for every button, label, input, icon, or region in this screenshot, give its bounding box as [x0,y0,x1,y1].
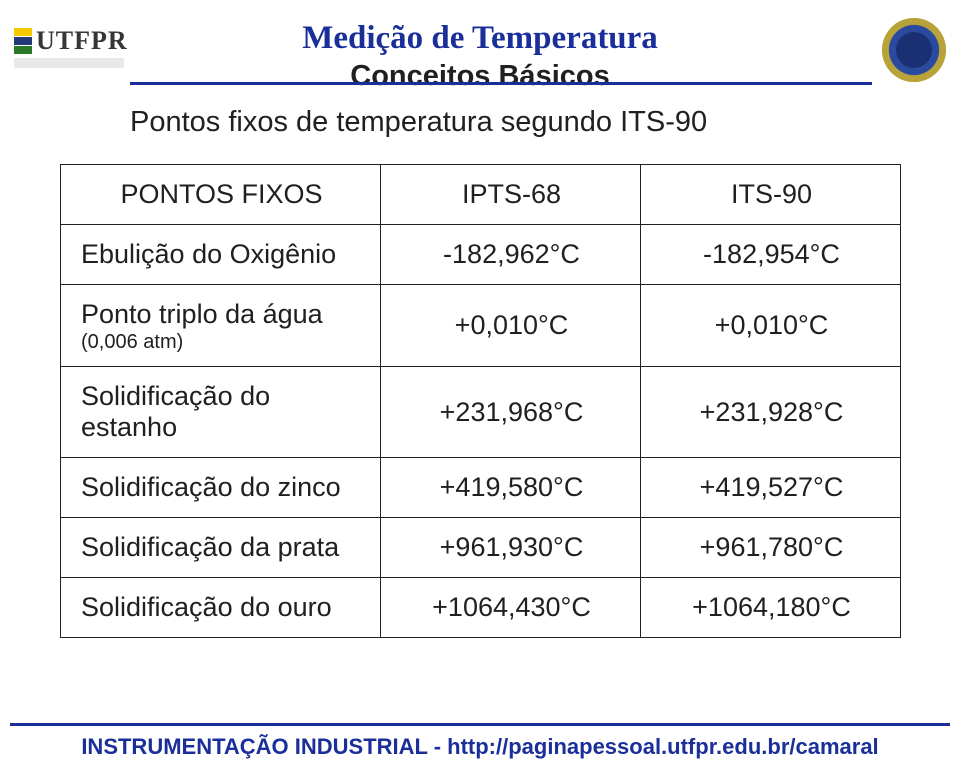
row-label: Solidificação do zinco [61,458,381,518]
row-label-text: Solidificação da prata [81,532,339,562]
header-divider [130,82,872,85]
row-label: Ebulição do Oxigênio [61,225,381,285]
col-header-pontos: PONTOS FIXOS [61,165,381,225]
table-header-row: PONTOS FIXOS IPTS-68 ITS-90 [61,165,901,225]
table-row: Solidificação do estanho +231,968°C +231… [61,367,901,458]
footer-divider [10,723,950,726]
row-its90: +961,780°C [641,518,901,578]
row-label-note: (0,006 atm) [81,332,362,352]
row-label-text: Solidificação do zinco [81,472,341,502]
row-label-text: Ebulição do Oxigênio [81,239,336,269]
row-its90: -182,954°C [641,225,901,285]
footer-text: INSTRUMENTAÇÃO INDUSTRIAL - http://pagin… [0,734,960,760]
row-ipts68: +0,010°C [381,285,641,367]
row-label-text: Solidificação do estanho [81,381,270,442]
row-label-text: Ponto triplo da água [81,299,323,329]
row-ipts68: +419,580°C [381,458,641,518]
col-header-ipts68: IPTS-68 [381,165,641,225]
fixed-points-table: PONTOS FIXOS IPTS-68 ITS-90 Ebulição do … [60,164,901,638]
row-label: Solidificação do ouro [61,578,381,638]
table-row: Solidificação da prata +961,930°C +961,7… [61,518,901,578]
row-label: Ponto triplo da água (0,006 atm) [61,285,381,367]
page-subtitle: Conceitos Básicos [0,60,960,93]
col-header-its90: ITS-90 [641,165,901,225]
table-row: Solidificação do zinco +419,580°C +419,5… [61,458,901,518]
row-ipts68: +231,968°C [381,367,641,458]
row-label-text: Solidificação do ouro [81,592,332,622]
row-its90: +419,527°C [641,458,901,518]
row-ipts68: +961,930°C [381,518,641,578]
row-label: Solidificação do estanho [61,367,381,458]
row-its90: +231,928°C [641,367,901,458]
row-ipts68: +1064,430°C [381,578,641,638]
table-row: Solidificação do ouro +1064,430°C +1064,… [61,578,901,638]
content-heading: Pontos fixos de temperatura segundo ITS-… [130,106,707,139]
row-its90: +1064,180°C [641,578,901,638]
table-row: Ponto triplo da água (0,006 atm) +0,010°… [61,285,901,367]
row-label: Solidificação da prata [61,518,381,578]
page-title: Medição de Temperatura [0,20,960,57]
row-ipts68: -182,962°C [381,225,641,285]
row-its90: +0,010°C [641,285,901,367]
table-row: Ebulição do Oxigênio -182,962°C -182,954… [61,225,901,285]
